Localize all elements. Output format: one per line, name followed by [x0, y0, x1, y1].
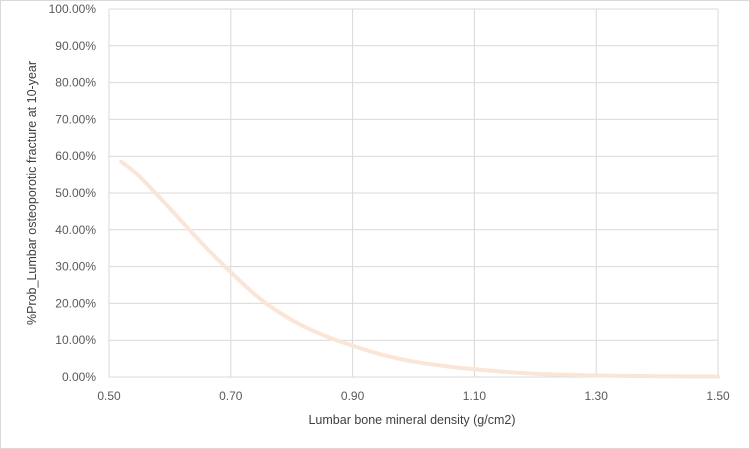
x-axis-tick-labels: 0.50 0.70 0.90 1.10 1.30 1.50	[97, 389, 730, 403]
gridlines	[108, 8, 719, 378]
y-tick-label: 0.00%	[62, 370, 96, 384]
y-tick-label: 100.00%	[49, 2, 97, 16]
y-tick-label: 70.00%	[55, 112, 96, 126]
x-tick-label: 1.30	[585, 389, 609, 403]
y-tick-label: 60.00%	[55, 149, 96, 163]
y-tick-label: 20.00%	[55, 296, 96, 310]
y-tick-label: 30.00%	[55, 260, 96, 274]
x-tick-label: 1.10	[463, 389, 487, 403]
y-tick-label: 80.00%	[55, 76, 96, 90]
x-tick-label: 0.90	[341, 389, 365, 403]
x-axis-title: Lumbar bone mineral density (g/cm2)	[308, 413, 515, 427]
x-tick-label: 0.50	[97, 389, 121, 403]
y-axis-tick-labels: 0.00% 10.00% 20.00% 30.00% 40.00% 50.00% 60.00…	[49, 2, 97, 384]
x-tick-label: 1.50	[706, 389, 730, 403]
y-axis-title: %Prob_Lumbar osteoporotic fracture at 10…	[25, 61, 39, 325]
y-tick-label: 50.00%	[55, 186, 96, 200]
y-tick-label: 40.00%	[55, 223, 96, 237]
y-tick-label: 10.00%	[55, 333, 96, 347]
y-tick-label: 90.00%	[55, 39, 96, 53]
x-tick-label: 0.70	[219, 389, 243, 403]
series-line	[119, 159, 720, 379]
